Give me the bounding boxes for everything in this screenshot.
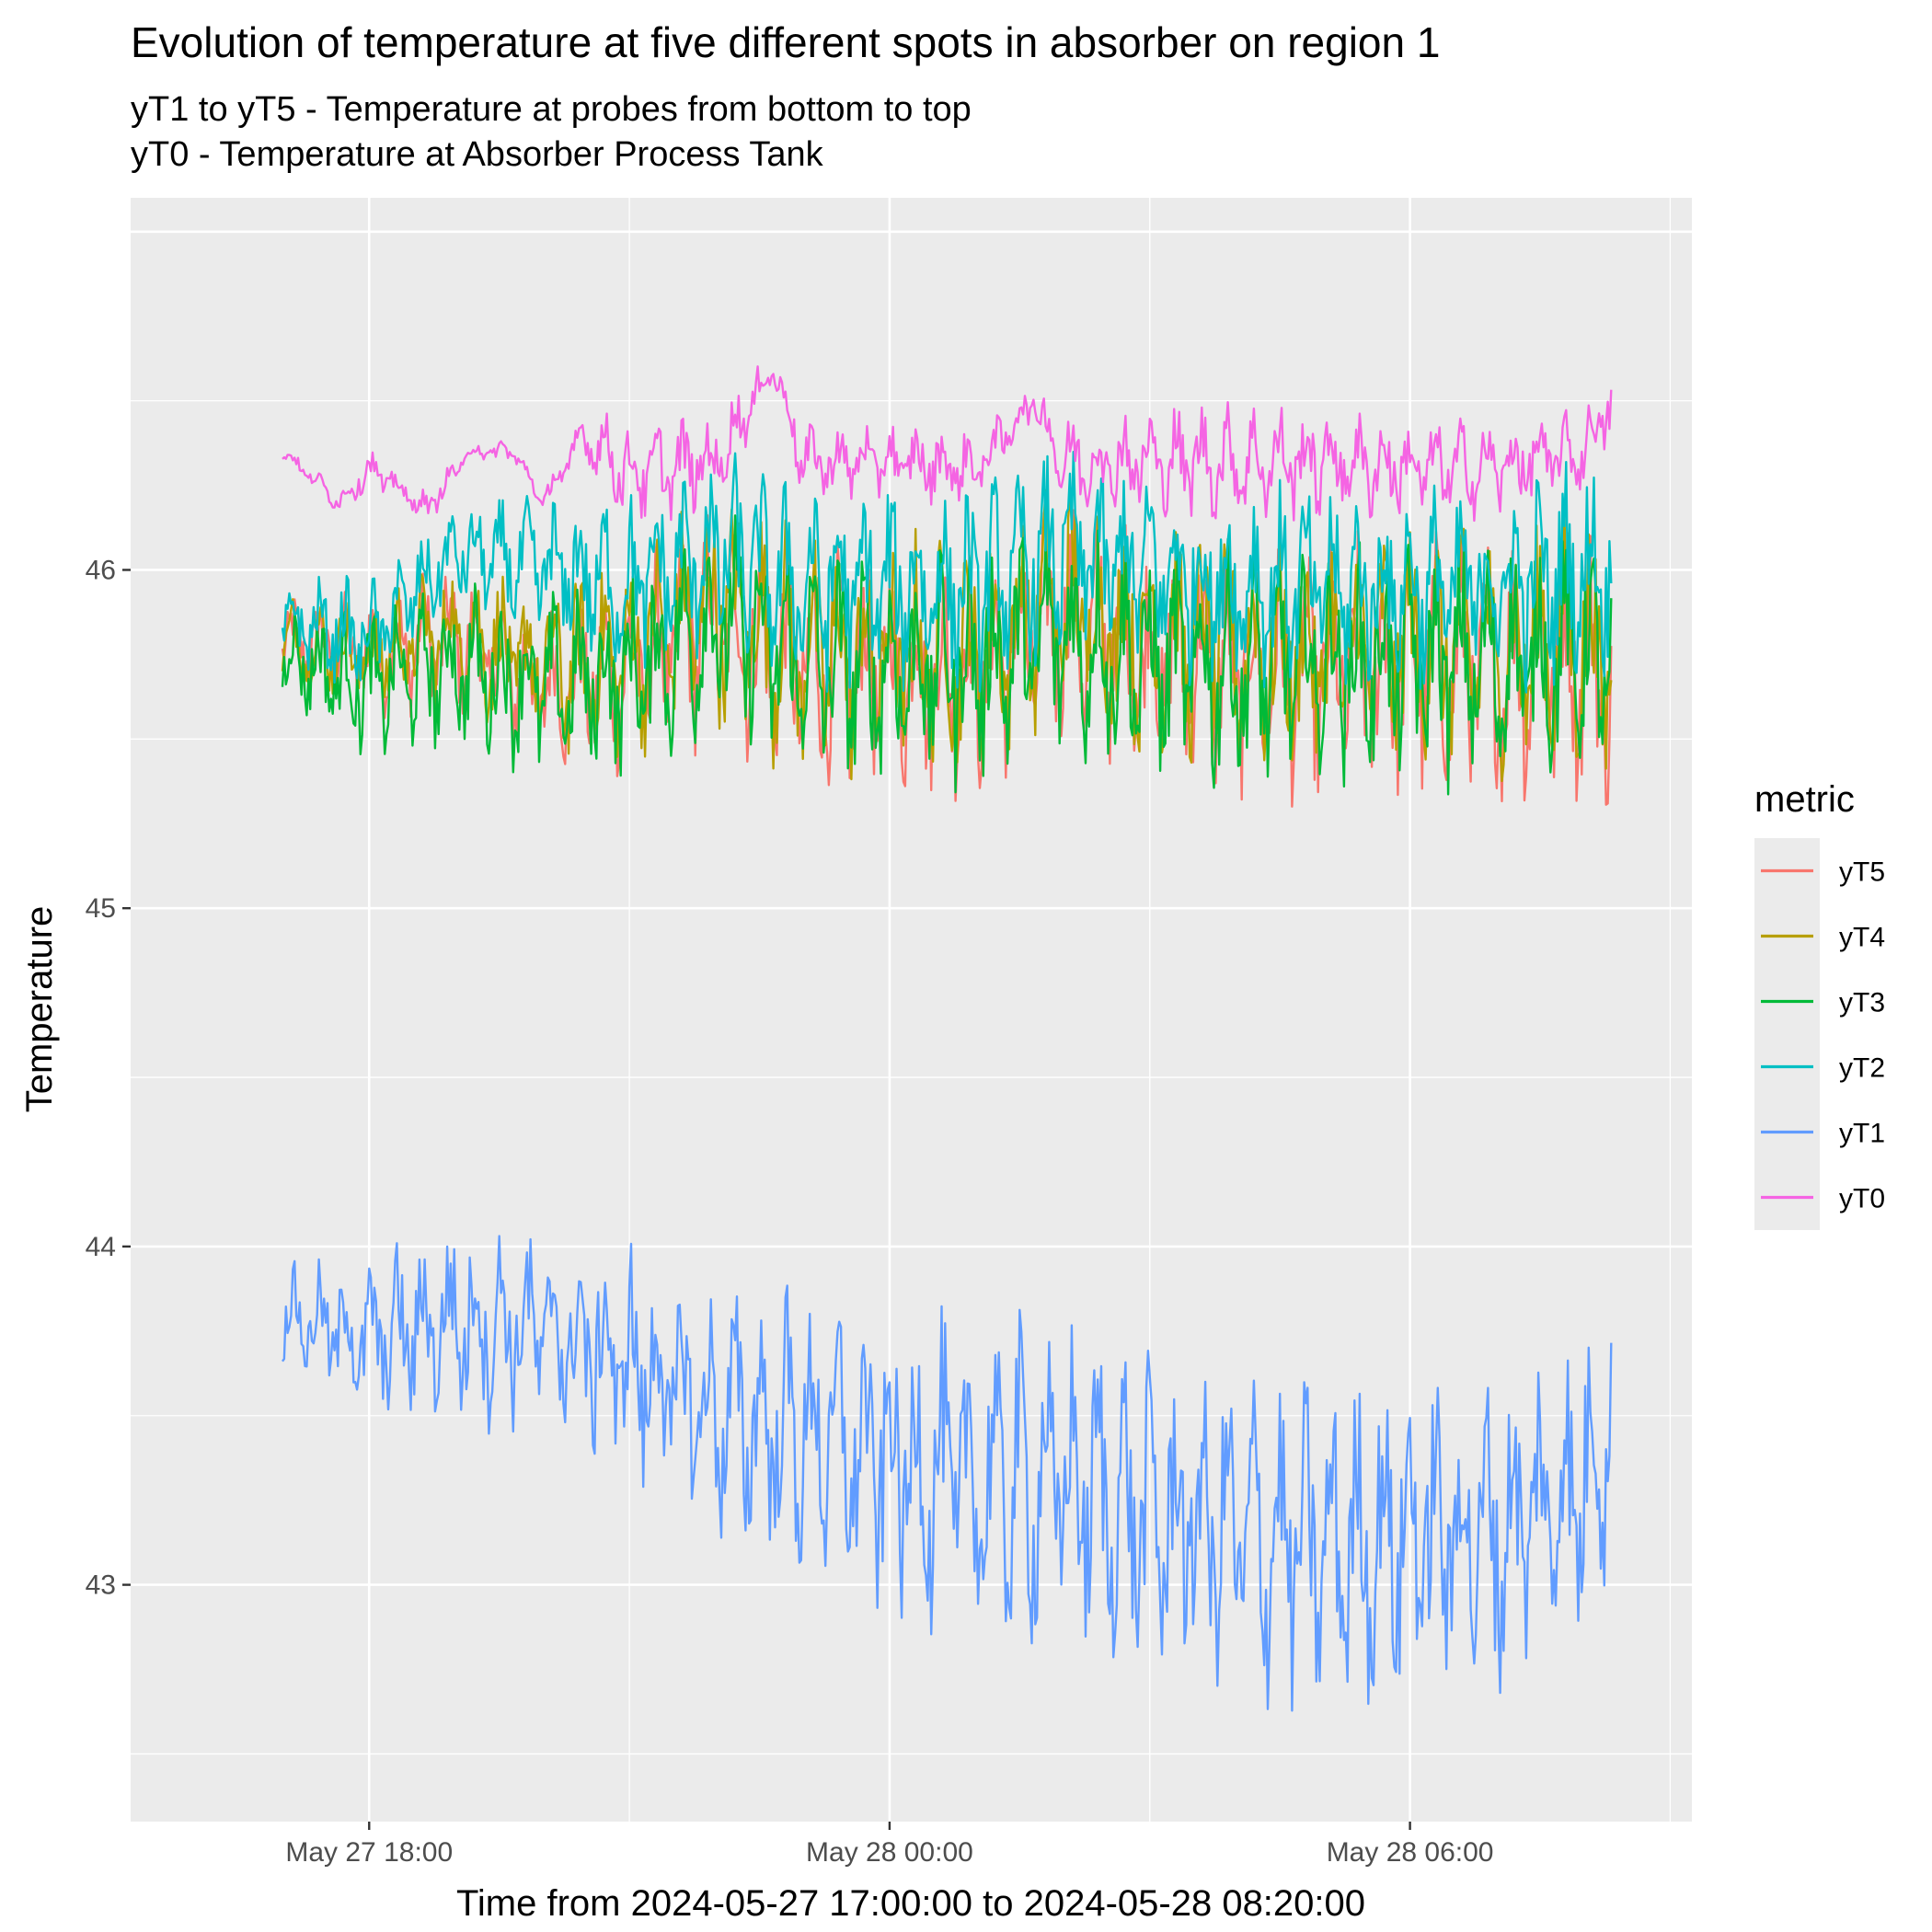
y-tick-label: 45	[86, 893, 116, 924]
legend-label: yT3	[1839, 988, 1885, 1018]
x-tick-label: May 27 18:00	[285, 1837, 453, 1868]
chart-subtitle-line-1: yT1 to yT5 - Temperature at probes from …	[131, 90, 972, 129]
y-tick-label: 44	[86, 1232, 116, 1262]
legend: metric yT5 yT4 yT3 yT2 yT1 yT0	[1754, 779, 1885, 1230]
series-line-yT0	[282, 365, 1613, 523]
series-line-yT1	[282, 1235, 1613, 1712]
legend-label: yT0	[1839, 1184, 1885, 1214]
gridlines	[131, 198, 1692, 1822]
series-line-yT3	[281, 514, 1613, 796]
legend-title: metric	[1754, 779, 1855, 820]
series-line-yT2	[281, 451, 1613, 694]
axis-ticks: 43 44 45 46 May 27 18:00 May 28 00:00 May 28 0…	[86, 555, 1494, 1868]
series-group	[281, 365, 1613, 1712]
chart-subtitle-line-2: yT0 - Temperature at Absorber Process Ta…	[131, 135, 824, 174]
y-axis-title: Temperature	[19, 906, 60, 1113]
x-axis-title: Time from 2024-05-27 17:00:00 to 2024-05…	[456, 1883, 1365, 1924]
x-tick-label: May 28 06:00	[1327, 1837, 1494, 1868]
x-tick-label: May 28 00:00	[806, 1837, 973, 1868]
legend-label: yT2	[1839, 1053, 1885, 1084]
y-tick-label: 46	[86, 555, 116, 585]
legend-label: yT1	[1839, 1119, 1885, 1149]
y-tick-label: 43	[86, 1570, 116, 1601]
legend-label: yT4	[1839, 923, 1885, 953]
legend-label: yT5	[1839, 857, 1885, 888]
chart-title: Evolution of temperature at five differe…	[131, 18, 1440, 66]
legend-keys: yT5 yT4 yT3 yT2 yT1 yT0	[1754, 838, 1885, 1230]
